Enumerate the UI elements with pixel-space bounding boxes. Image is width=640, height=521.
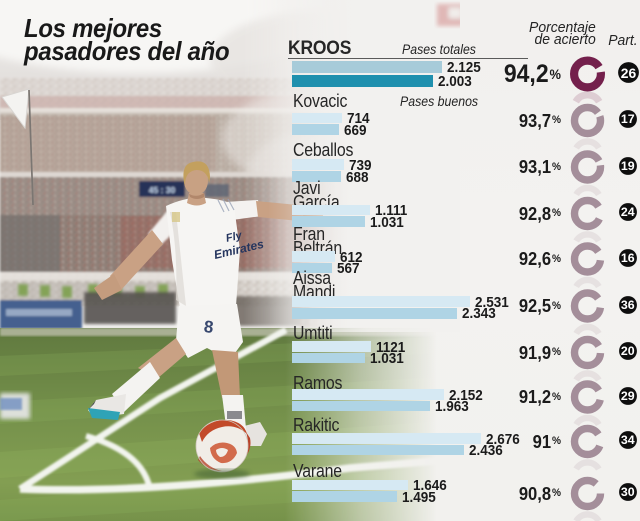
svg-text:Fly: Fly xyxy=(225,229,244,244)
svg-text:45 : 30: 45 : 30 xyxy=(149,185,176,195)
svg-text:8: 8 xyxy=(203,317,214,337)
